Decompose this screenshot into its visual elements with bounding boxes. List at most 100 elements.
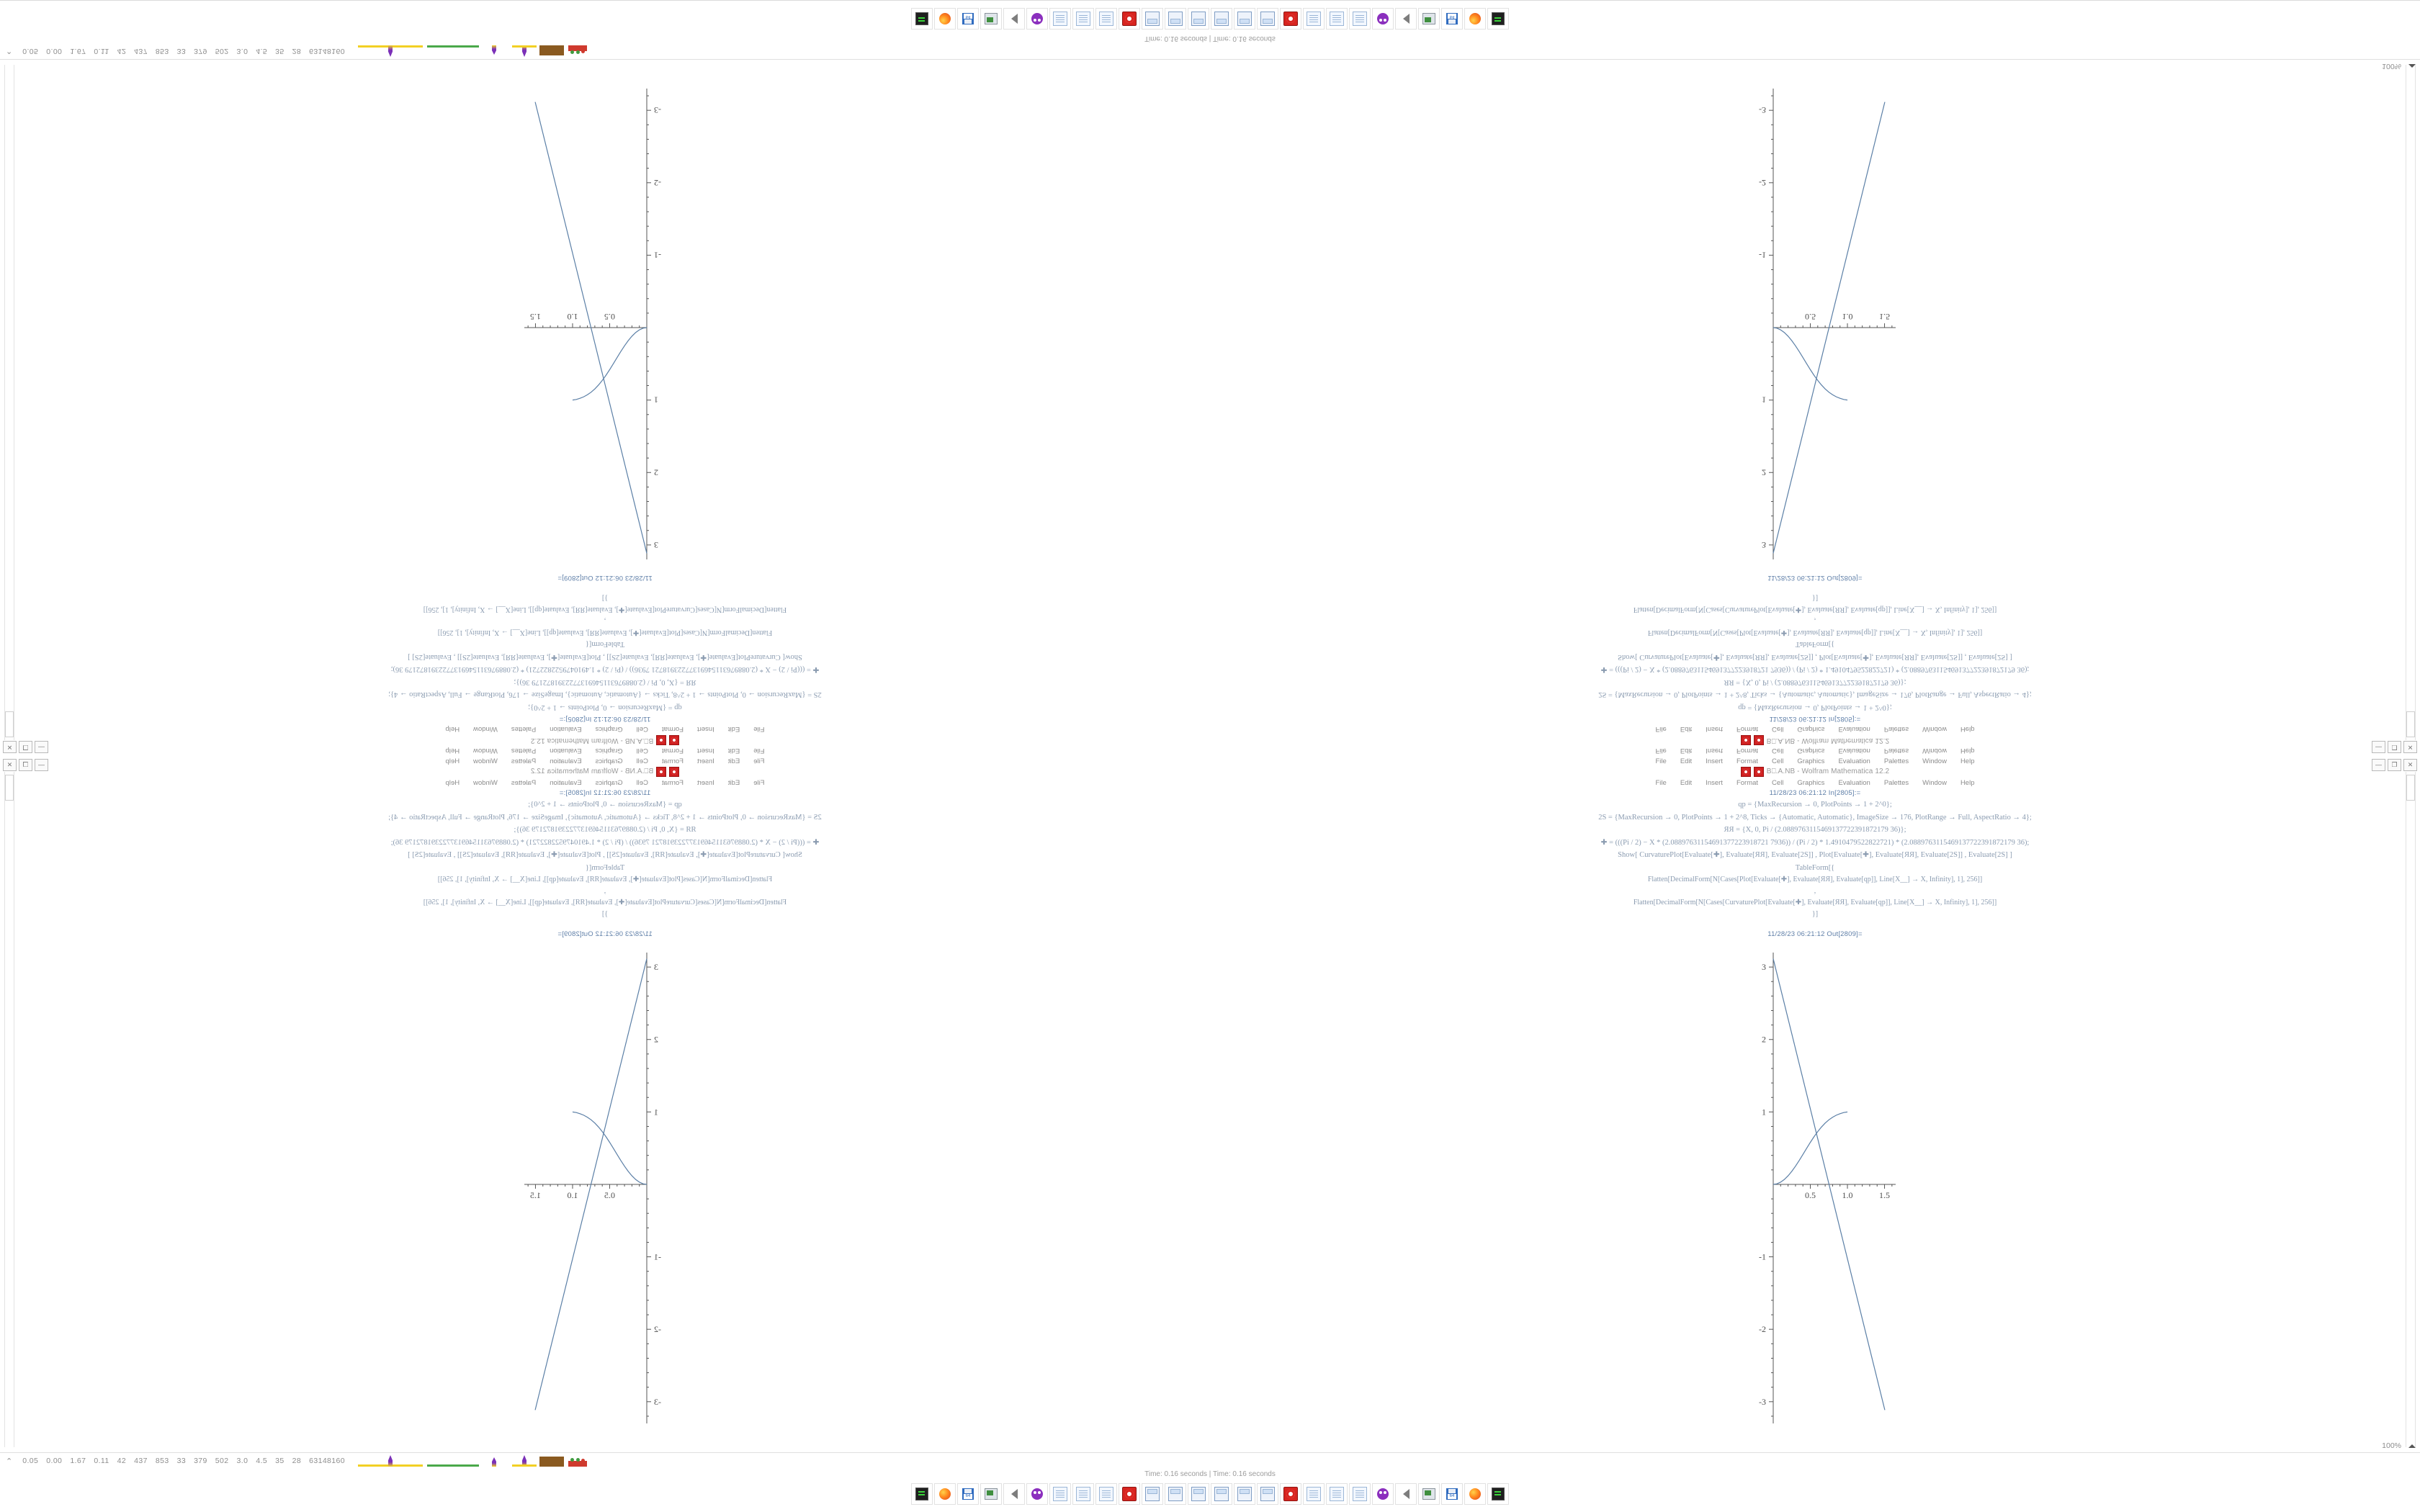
menu-bar-upper[interactable]: File Edit Insert Format Cell Graphics Evaluati… bbox=[1210, 746, 2420, 755]
menu-item-evaluation[interactable]: Evaluation bbox=[1838, 779, 1870, 787]
menu-item-graphics[interactable]: Graphics bbox=[595, 779, 623, 787]
menu-item-cell[interactable]: Cell bbox=[636, 747, 648, 755]
notebook-cell-input[interactable]: 11/28/23 06:21:12 In[2805]:= qp = {MaxRe… bbox=[24, 592, 1186, 723]
menu-item-cell[interactable]: Cell bbox=[636, 725, 648, 733]
menu-item-format[interactable]: Format bbox=[661, 757, 684, 765]
menu-item-help[interactable]: Help bbox=[1960, 779, 1975, 787]
plot-container[interactable]: 0.5 1.0 1.5 -3 -2 -1 1 2 3 bbox=[1234, 68, 2396, 572]
menu-item-help[interactable]: Help bbox=[1960, 747, 1975, 755]
menu-item-format[interactable]: Format bbox=[661, 725, 684, 733]
zoom-control[interactable]: 100% bbox=[2382, 1440, 2416, 1452]
menu-bar-lower[interactable]: File Edit Insert Format Cell Graphics Evaluati… bbox=[1210, 724, 2420, 734]
menu-item-format[interactable]: Format bbox=[1736, 779, 1759, 787]
taskbar-button[interactable] bbox=[1188, 8, 1209, 30]
taskbar-button[interactable] bbox=[1372, 1483, 1394, 1505]
menu-item-file[interactable]: File bbox=[753, 747, 765, 755]
minimize-button[interactable]: — bbox=[2372, 759, 2385, 771]
menu-item-evaluation[interactable]: Evaluation bbox=[550, 757, 582, 765]
plot-container[interactable]: 0.5 1.0 1.5 -3 -2 -1 1 2 3 bbox=[1234, 940, 2396, 1444]
window-controls[interactable]: — ❐ ✕ bbox=[3, 741, 48, 753]
menu-item-edit[interactable]: Edit bbox=[727, 779, 740, 787]
menu-item-help[interactable]: Help bbox=[445, 779, 460, 787]
menu-item-help[interactable]: Help bbox=[445, 725, 460, 733]
taskbar-button[interactable] bbox=[980, 8, 1002, 30]
taskbar-button[interactable] bbox=[1418, 1483, 1440, 1505]
notebook-cell-input[interactable]: 11/28/23 06:21:12 In[2805]:= qp = {MaxRe… bbox=[1234, 789, 2396, 920]
menu-item-help[interactable]: Help bbox=[445, 747, 460, 755]
menu-item-evaluation[interactable]: Evaluation bbox=[1838, 747, 1870, 755]
menu-item-insert[interactable]: Insert bbox=[697, 757, 714, 765]
menu-item-palettes[interactable]: Palettes bbox=[1883, 747, 1909, 755]
taskbar-button[interactable] bbox=[957, 1483, 979, 1505]
expand-chevron-icon[interactable]: ⌃ bbox=[6, 1457, 13, 1466]
taskbar-button[interactable] bbox=[1142, 8, 1163, 30]
close-button[interactable]: ✕ bbox=[2403, 741, 2417, 753]
menu-item-cell[interactable]: Cell bbox=[1772, 747, 1784, 755]
menu-item-graphics[interactable]: Graphics bbox=[595, 757, 623, 765]
menu-item-file[interactable]: File bbox=[753, 757, 765, 765]
taskbar-button[interactable] bbox=[1303, 8, 1325, 30]
taskbar-button[interactable] bbox=[911, 1483, 933, 1505]
taskbar-button[interactable] bbox=[1003, 1483, 1025, 1505]
notebook-cell-graphics[interactable]: 11/28/23 06:21:12 Out[2809]= 0.5 1.0 1.5 -3… bbox=[1234, 930, 2396, 1444]
notebook-cell-input[interactable]: 11/28/23 06:21:12 In[2805]:= qp = {MaxRe… bbox=[1234, 592, 2396, 723]
notebook-cell-graphics[interactable]: 11/28/23 06:21:12 Out[2809]= 0.5 1.0 1.5 -3… bbox=[24, 68, 1186, 582]
close-button[interactable]: ✕ bbox=[3, 759, 17, 771]
notebook-canvas[interactable]: 11/28/23 06:21:12 In[2805]:= qp = {MaxRe… bbox=[24, 3, 1186, 723]
taskbar-button[interactable] bbox=[1095, 1483, 1117, 1505]
plot-container[interactable]: 0.5 1.0 1.5 -3 -2 -1 1 2 3 bbox=[24, 68, 1186, 572]
menu-item-palettes[interactable]: Palettes bbox=[1883, 725, 1909, 733]
taskbar-button[interactable] bbox=[1119, 8, 1140, 30]
menu-item-graphics[interactable]: Graphics bbox=[1797, 747, 1825, 755]
taskbar-button[interactable] bbox=[1165, 1483, 1186, 1505]
menu-item-insert[interactable]: Insert bbox=[697, 779, 714, 787]
taskbar-tray[interactable] bbox=[0, 6, 2420, 32]
taskbar-button[interactable] bbox=[1211, 8, 1232, 30]
taskbar-button[interactable] bbox=[1395, 1483, 1417, 1505]
menu-item-graphics[interactable]: Graphics bbox=[1797, 725, 1825, 733]
curvature-plot[interactable]: 0.5 1.0 1.5 -3 -2 -1 1 2 3 bbox=[519, 940, 691, 1436]
restore-button[interactable]: ❐ bbox=[19, 759, 32, 771]
taskbar-button[interactable] bbox=[1188, 1483, 1209, 1505]
menu-item-format[interactable]: Format bbox=[1736, 747, 1759, 755]
taskbar-button[interactable] bbox=[1142, 1483, 1163, 1505]
taskbar-button[interactable] bbox=[1441, 1483, 1463, 1505]
menu-item-help[interactable]: Help bbox=[445, 757, 460, 765]
taskbar-button[interactable] bbox=[1049, 8, 1071, 30]
menu-item-cell[interactable]: Cell bbox=[1772, 757, 1784, 765]
notebook-cell-graphics[interactable]: 11/28/23 06:21:12 Out[2809]= 0.5 1.0 1.5 -3… bbox=[24, 930, 1186, 1444]
taskbar-button[interactable] bbox=[1395, 8, 1417, 30]
zoom-up-arrow-icon[interactable] bbox=[2408, 64, 2416, 68]
menu-item-evaluation[interactable]: Evaluation bbox=[1838, 757, 1870, 765]
notebook-canvas[interactable]: 11/28/23 06:21:12 In[2805]:= qp = {MaxRe… bbox=[1234, 789, 2396, 1509]
taskbar-button[interactable] bbox=[1072, 1483, 1094, 1505]
menu-item-edit[interactable]: Edit bbox=[1680, 779, 1693, 787]
vertical-scrollbar-track[interactable] bbox=[2406, 772, 2416, 1477]
menu-item-evaluation[interactable]: Evaluation bbox=[1838, 725, 1870, 733]
taskbar-button[interactable] bbox=[1487, 1483, 1509, 1505]
menu-item-file[interactable]: File bbox=[1655, 725, 1667, 733]
taskbar-button[interactable] bbox=[1280, 1483, 1301, 1505]
menu-item-format[interactable]: Format bbox=[661, 779, 684, 787]
taskbar-button[interactable] bbox=[1464, 8, 1486, 30]
menu-item-format[interactable]: Format bbox=[1736, 725, 1759, 733]
menu-item-file[interactable]: File bbox=[1655, 747, 1667, 755]
restore-button[interactable]: ❐ bbox=[2388, 741, 2401, 753]
menu-item-window[interactable]: Window bbox=[1922, 725, 1947, 733]
taskbar-tray[interactable] bbox=[0, 1481, 2420, 1507]
taskbar-button[interactable] bbox=[1257, 1483, 1278, 1505]
close-button[interactable]: ✕ bbox=[2403, 759, 2417, 771]
vertical-scrollbar-thumb[interactable] bbox=[5, 775, 14, 801]
menu-item-insert[interactable]: Insert bbox=[1706, 725, 1723, 733]
restore-button[interactable]: ❐ bbox=[2388, 759, 2401, 771]
menu-item-palettes[interactable]: Palettes bbox=[511, 779, 537, 787]
taskbar-button[interactable] bbox=[1280, 8, 1301, 30]
zoom-control[interactable]: 100% bbox=[2382, 60, 2416, 72]
window-controls[interactable]: — ❐ ✕ bbox=[2372, 759, 2417, 771]
taskbar-button[interactable] bbox=[1303, 1483, 1325, 1505]
menu-item-help[interactable]: Help bbox=[1960, 757, 1975, 765]
menu-item-format[interactable]: Format bbox=[1736, 757, 1759, 765]
menu-bar-lower[interactable]: File Edit Insert Format Cell Graphics Evaluati… bbox=[1210, 778, 2420, 788]
menu-bar-lower[interactable]: File Edit Insert Format Cell Graphics Evaluati… bbox=[0, 778, 1210, 788]
menu-item-window[interactable]: Window bbox=[1922, 747, 1947, 755]
